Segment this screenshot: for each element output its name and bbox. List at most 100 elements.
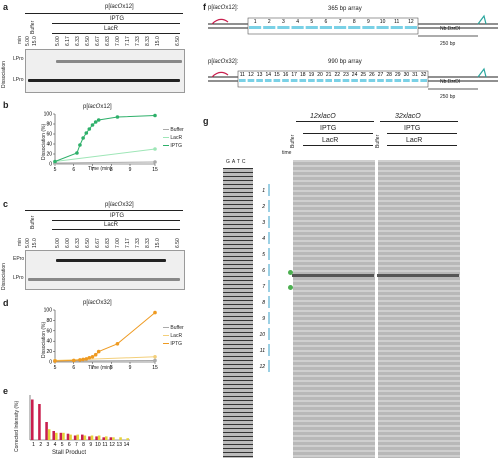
lacO-site-label: 30 (404, 72, 410, 78)
lacO-site-label: 27 (378, 72, 384, 78)
panel-c-time-last: 6.50 (175, 238, 181, 248)
panel-c-time-7: 7.17 (125, 238, 131, 248)
data-point-iptg (93, 352, 98, 357)
lacO-site (316, 79, 324, 82)
panel-b-ylabel: Dissociation (%) (41, 123, 47, 160)
lacO-site (247, 79, 255, 82)
bar-12x (109, 437, 113, 440)
lacO-site (342, 79, 350, 82)
data-point-buffer (153, 358, 157, 363)
panel-a-time-2: 6.33 (75, 36, 81, 46)
lacO-site (351, 79, 358, 82)
panel-g-gel-12x (293, 160, 375, 458)
lacO-site (376, 26, 389, 29)
x-tick-label: 6 (72, 365, 75, 371)
panel-c-time-3: 6.50 (85, 238, 91, 248)
bar-32x (76, 434, 79, 440)
bar-12x (38, 404, 41, 440)
panel-label-g: g (203, 116, 209, 126)
y-tick-label: 0 (49, 360, 52, 366)
lacO-site (385, 79, 393, 82)
bar-12x (102, 437, 105, 440)
lacO-site (319, 26, 332, 29)
lacO-site (277, 26, 290, 29)
panel-a-time-1: 6.17 (65, 36, 71, 46)
stall-marker-label: 9 (262, 316, 265, 322)
panel-b-xlabel: Time (min) (88, 166, 112, 172)
y-tick-label: 40 (46, 339, 52, 345)
panel-b-legend: Buffer LacR IPTG (163, 128, 184, 149)
y-tick-label: 20 (46, 349, 52, 355)
panel-a-title-line (25, 13, 183, 14)
panel-a-time-6: 7.00 (115, 36, 121, 46)
data-point-iptg (81, 357, 85, 362)
lacO-site-label: 29 (395, 72, 401, 78)
green-dot-marker (288, 285, 293, 290)
bar-32x (55, 432, 58, 440)
series-line-iptg (54, 312, 156, 362)
lacO-site-label: 3 (282, 19, 285, 25)
panel-a-lacr-label: LacR (104, 26, 119, 32)
lacO-site-label: 22 (335, 72, 341, 78)
data-point-iptg (87, 356, 92, 360)
lacO-site-label: 11 (394, 19, 399, 25)
panel-g-col2-iptg: IPTG (404, 125, 421, 132)
x-tick-label: 3 (46, 442, 49, 448)
panel-f-row2-nicking: Nb.BsrDI (440, 79, 461, 85)
lacO-site (264, 79, 272, 82)
x-tick-label: 8 (82, 442, 85, 448)
lacO-site-label: 15 (274, 72, 280, 78)
y-tick-label: 100 (44, 308, 53, 314)
bar-12x (81, 434, 84, 440)
lacO-site-label: 19 (309, 72, 315, 78)
panel-a-time-9: 8.33 (145, 36, 151, 46)
panel-d-legend: Buffer LacR IPTG (163, 326, 184, 347)
lacO-site (308, 79, 315, 82)
stall-marker-label: 7 (262, 284, 265, 290)
panel-a-band-top: LPro (13, 56, 24, 62)
x-tick-label: 2 (39, 442, 42, 448)
panel-c-buffer-label: Buffer (30, 215, 36, 229)
panel-g-gel-32x (378, 160, 460, 458)
data-point-iptg (153, 310, 157, 315)
x-tick-label: 9 (129, 365, 132, 371)
x-tick-label: 14 (124, 442, 130, 448)
bar-12x (88, 436, 91, 440)
stall-marker-label: 12 (259, 364, 265, 370)
bar-32x (83, 435, 87, 440)
panel-f-row1-array: 365 bp array (328, 6, 362, 12)
x-tick-label: 15 (152, 365, 158, 371)
stall-marker-label: 8 (262, 300, 265, 306)
y-tick-label: 20 (46, 152, 52, 158)
x-tick-label: 6 (68, 442, 71, 448)
lacO-site (368, 79, 376, 82)
panel-c-time-2: 6.33 (75, 238, 81, 248)
lacO-site-label: 32 (421, 72, 427, 78)
panel-c-time-10: 15.0 (155, 238, 161, 248)
panel-c-time-0: 5.00 (55, 238, 61, 248)
panel-a-time-8: 7.33 (135, 36, 141, 46)
panel-a-time-4: 6.67 (95, 36, 101, 46)
lacO-site-label: 7 (339, 19, 342, 25)
gel-band (28, 79, 180, 82)
data-point-iptg (71, 358, 76, 363)
panel-g-col2-lacr: LacR (406, 137, 423, 144)
lacO-site-label: 10 (380, 19, 386, 25)
panel-c-title-line (25, 210, 183, 211)
lacO-site (334, 79, 341, 82)
panel-b-chart: 5 6 7 8 9 15 0 20 40 60 80 100 (44, 112, 158, 174)
panel-a-buffer-label: Buffer (30, 20, 36, 34)
panel-f-row2-array: 990 bp array (328, 59, 362, 65)
lacO-site (411, 79, 419, 82)
panel-a-title: p[lacOx12] (105, 4, 134, 10)
data-point-iptg (84, 131, 89, 135)
panel-a-time-0: 5.00 (55, 36, 61, 46)
panel-g-ladder-gel (223, 168, 253, 458)
bar-12x (45, 422, 48, 440)
panel-e-chart: 1 2 3 4 5 6 7 8 9 10 11 12 13 14 (29, 395, 130, 448)
panel-c-gel (25, 250, 185, 290)
panel-a-side-label: Dissociation (1, 61, 7, 88)
lacO-site-label: 5 (310, 19, 313, 25)
x-tick-label: 5 (54, 365, 57, 371)
